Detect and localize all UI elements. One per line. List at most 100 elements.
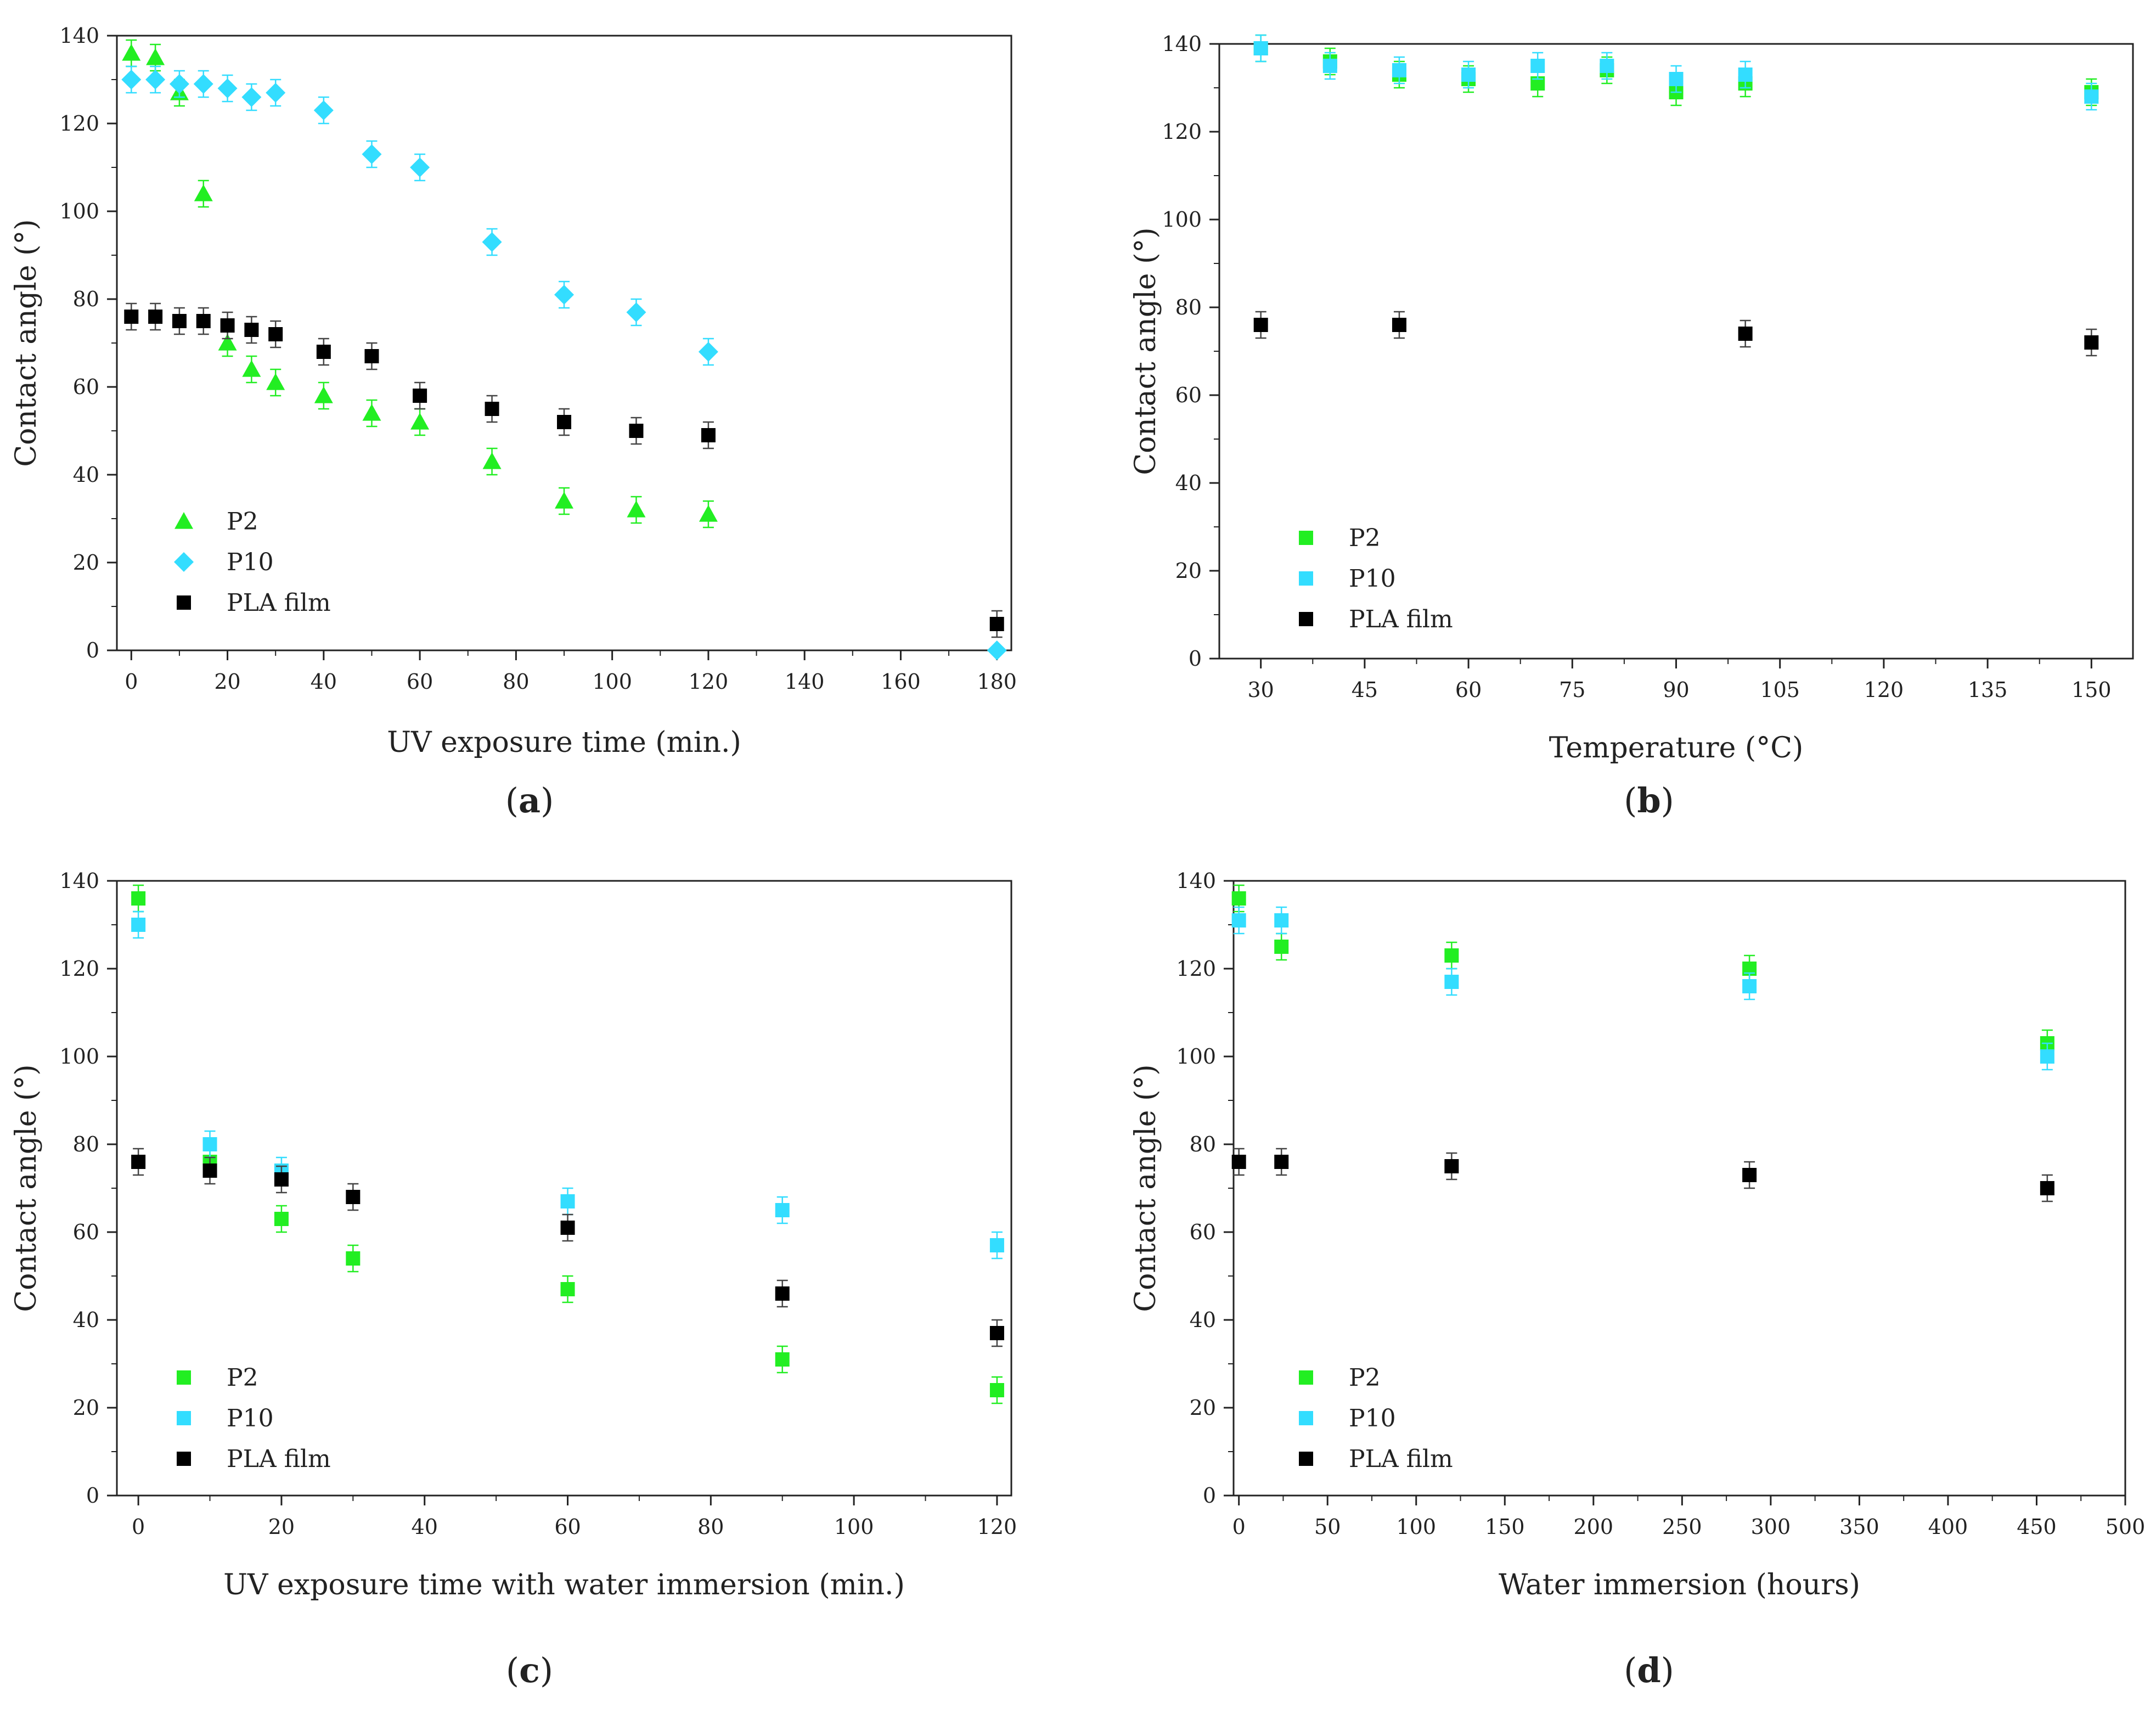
legend-label: P2 <box>1349 524 1381 552</box>
legend: P2 P10 PLA film <box>177 1364 331 1473</box>
x-tick-label: 200 <box>1574 1515 1614 1539</box>
data-point <box>268 327 283 341</box>
data-point <box>1231 1155 1246 1169</box>
legend-marker <box>177 1411 191 1425</box>
data-point <box>775 1286 790 1301</box>
y-axis-title: Contact angle (°) <box>1129 227 1162 475</box>
y-tick-label: 40 <box>1190 1308 1216 1332</box>
data-point <box>989 1238 1004 1252</box>
data-point <box>698 342 718 362</box>
y-tick-label: 40 <box>1175 471 1202 495</box>
legend-marker <box>174 552 194 572</box>
series-pla-film <box>1231 1148 2054 1202</box>
y-tick-label: 0 <box>86 1483 99 1508</box>
data-point <box>2040 1181 2054 1195</box>
x-tick-label: 80 <box>503 670 529 694</box>
x-tick-label: 300 <box>1751 1515 1791 1539</box>
data-point <box>274 1212 289 1226</box>
y-tick-label: 80 <box>1190 1132 1216 1156</box>
data-point <box>217 78 238 98</box>
data-point <box>146 48 165 65</box>
caption-close-paren: ) <box>1661 780 1674 820</box>
data-point <box>172 314 187 328</box>
y-tick-label: 140 <box>1162 32 1202 56</box>
caption-close-paren: ) <box>541 780 554 820</box>
x-tick-label: 135 <box>1968 678 2008 702</box>
legend-label: PLA film <box>1349 605 1453 633</box>
x-tick-label: 180 <box>977 670 1017 694</box>
data-point <box>413 389 427 403</box>
legend-label: P2 <box>227 508 258 536</box>
caption-letter: d <box>1637 1650 1660 1690</box>
data-point <box>1231 891 1246 906</box>
x-tick-label: 40 <box>311 670 337 694</box>
x-tick-label: 500 <box>2106 1515 2146 1539</box>
y-tick-label: 140 <box>59 869 99 893</box>
y-tick-label: 0 <box>86 638 99 662</box>
data-point <box>699 505 718 522</box>
y-tick-label: 120 <box>1176 957 1216 981</box>
y-tick-label: 60 <box>1175 383 1202 407</box>
data-point <box>1738 327 1753 341</box>
legend: P2 P10 PLA film <box>174 508 331 617</box>
data-point <box>2040 1049 2054 1064</box>
x-tick-label: 75 <box>1559 678 1585 702</box>
data-point <box>1274 913 1289 928</box>
x-tick-label: 60 <box>407 670 433 694</box>
legend-marker <box>1299 612 1313 626</box>
x-tick-label: 250 <box>1662 1515 1702 1539</box>
data-point <box>555 492 573 509</box>
data-point <box>987 640 1007 660</box>
caption-open-paren: ( <box>505 780 519 820</box>
panel-caption: (c) <box>506 1650 553 1690</box>
data-point <box>1253 41 1268 55</box>
caption-letter: a <box>519 780 541 820</box>
legend-label: P10 <box>227 1404 274 1432</box>
legend-label: PLA film <box>227 589 331 617</box>
data-point <box>560 1282 575 1296</box>
chart-panel-d: 0 50 100 150 200 250 300 350 400 450 500 0 20 40 60 80 1… <box>1129 869 2145 1690</box>
y-tick-label: 140 <box>1176 869 1216 893</box>
data-point <box>362 404 381 421</box>
y-tick-label: 100 <box>59 1044 99 1069</box>
x-tick-label: 100 <box>592 670 632 694</box>
data-point <box>627 501 646 518</box>
legend-marker <box>1299 571 1313 586</box>
data-point <box>2084 335 2099 350</box>
x-tick-label: 20 <box>214 670 240 694</box>
caption-close-paren: ) <box>540 1650 553 1690</box>
y-tick-label: 20 <box>73 550 99 575</box>
y-tick-label: 100 <box>1162 207 1202 232</box>
data-point <box>346 1251 361 1266</box>
x-axis-title: Temperature (°C) <box>1549 732 1804 765</box>
legend-marker <box>1299 531 1313 545</box>
y-tick-label: 40 <box>73 463 99 487</box>
data-point <box>1742 1168 1757 1182</box>
x-tick-label: 120 <box>689 670 729 694</box>
data-point <box>316 345 331 359</box>
data-point <box>989 617 1004 631</box>
panel-caption: (b) <box>1624 780 1674 820</box>
data-point <box>1738 68 1753 82</box>
x-tick-label: 0 <box>1232 1515 1246 1539</box>
legend-label: P2 <box>227 1364 258 1392</box>
data-point <box>560 1221 575 1235</box>
data-point <box>244 323 259 337</box>
series-pla-film <box>131 1148 1004 1347</box>
caption-open-paren: ( <box>1624 1650 1637 1690</box>
data-point <box>131 891 146 906</box>
x-tick-label: 120 <box>1864 678 1904 702</box>
data-point <box>1322 59 1337 73</box>
series-p10 <box>1253 34 2099 111</box>
x-tick-label: 160 <box>881 670 921 694</box>
data-point <box>1392 63 1406 77</box>
data-point <box>121 70 142 89</box>
series-pla-film <box>1253 311 2099 357</box>
data-point <box>775 1352 790 1367</box>
y-tick-label: 100 <box>59 199 99 223</box>
x-tick-label: 450 <box>2017 1515 2057 1539</box>
legend-marker <box>177 1370 191 1385</box>
data-point <box>1444 1159 1459 1173</box>
legend-marker <box>1299 1411 1313 1425</box>
x-tick-label: 0 <box>132 1515 145 1539</box>
